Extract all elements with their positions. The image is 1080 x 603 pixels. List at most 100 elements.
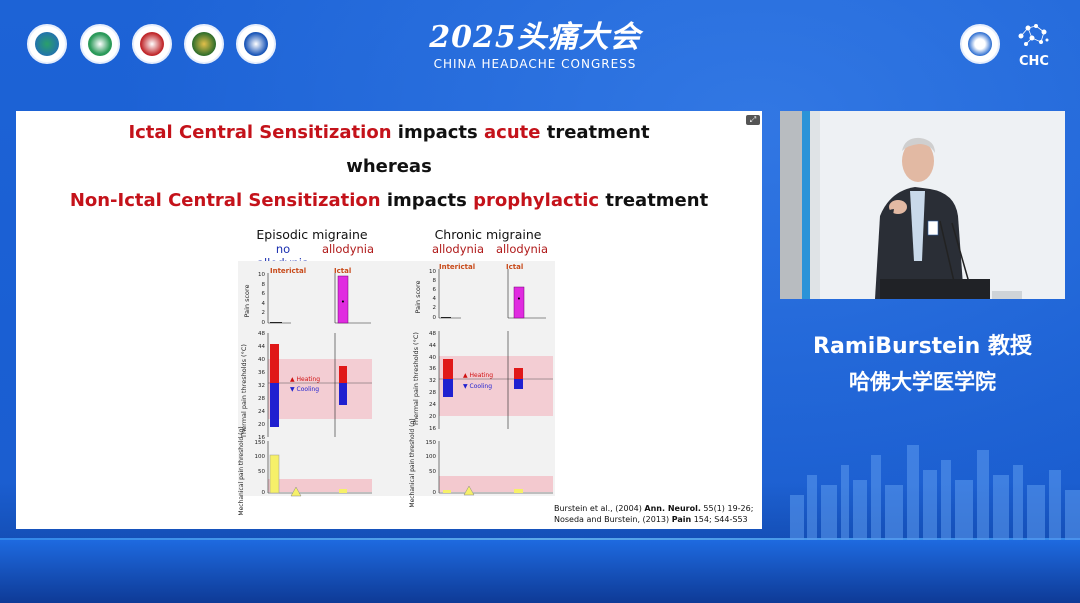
left-ictal-heating-bar xyxy=(339,366,347,383)
svg-text:50: 50 xyxy=(429,469,436,475)
partner-logo-3 xyxy=(132,24,172,64)
partner-logo-1 xyxy=(27,24,67,64)
speaker-photo xyxy=(780,111,1065,299)
left-pain-axis-label: Pain score xyxy=(243,284,251,317)
svg-text:48: 48 xyxy=(258,331,265,337)
svg-text:150: 150 xyxy=(426,440,437,446)
svg-text:40: 40 xyxy=(429,355,436,361)
svg-text:0: 0 xyxy=(262,490,266,496)
event-subtitle: CHINA HEADACHE CONGRESS xyxy=(433,57,637,71)
right-interictal-cooling-bar xyxy=(443,379,453,397)
left-normal-range-band xyxy=(268,359,372,419)
svg-text:28: 28 xyxy=(258,396,265,402)
right-thermal-ticks: 48 44 40 36 32 28 24 20 16 xyxy=(429,331,436,432)
chc-dots-icon xyxy=(1018,24,1049,46)
right-label-allodynia-1: allodynia xyxy=(431,242,485,256)
svg-text:0: 0 xyxy=(262,320,266,326)
left-mech-ticks: 150 100 50 0 xyxy=(255,440,266,496)
svg-text:10: 10 xyxy=(258,272,265,278)
svg-text:36: 36 xyxy=(429,366,436,372)
citation: Burstein et al., (2004) Ann. Neurol. 55(… xyxy=(554,503,759,525)
left-label-allodynia: allodynia xyxy=(321,242,375,256)
left-heating-legend: ▲ Heating xyxy=(290,376,320,383)
partner-logo-5 xyxy=(236,24,276,64)
svg-text:16: 16 xyxy=(429,426,436,432)
left-mech-axis-label: Mechanical pain threshold (g) xyxy=(238,426,245,515)
svg-text:150: 150 xyxy=(255,440,266,446)
svg-text:•: • xyxy=(517,295,521,303)
svg-text:50: 50 xyxy=(258,469,265,475)
right-panel-title: Chronic migraine xyxy=(434,227,542,242)
speaker-video xyxy=(780,111,1065,299)
right-label-allodynia-2: allodynia xyxy=(495,242,549,256)
society-logo xyxy=(960,24,1000,64)
chc-logo-text: CHC xyxy=(1019,54,1049,69)
speaker-name: RamiBurstein 教授 xyxy=(813,334,1032,359)
right-mech-ticks: 150 100 50 0 xyxy=(426,440,437,496)
left-panel-title: Episodic migraine xyxy=(256,227,368,242)
speaker-affiliation: 哈佛大学医学院 xyxy=(849,370,996,394)
left-interictal-mech-bar xyxy=(269,454,280,494)
svg-text:6: 6 xyxy=(433,287,437,293)
citation-line-2: Noseda and Burstein, (2013) Pain 154; S4… xyxy=(554,515,748,524)
expand-icon[interactable]: ⤢ xyxy=(746,115,760,125)
headline-line-3: Non-Ictal Central Sensitization impacts … xyxy=(69,190,709,211)
right-ictal-label: Ictal xyxy=(506,263,523,271)
left-interictal-cooling-bar xyxy=(270,383,279,427)
svg-text:20: 20 xyxy=(258,422,265,428)
svg-text:•: • xyxy=(341,298,345,306)
partner-logo-4 xyxy=(184,24,224,64)
svg-text:6: 6 xyxy=(262,291,266,297)
svg-text:2: 2 xyxy=(433,305,437,311)
left-ictal-label: Ictal xyxy=(334,267,351,275)
left-interictal-label: Interictal xyxy=(270,267,306,275)
svg-text:8: 8 xyxy=(262,282,266,288)
svg-text:32: 32 xyxy=(429,378,436,384)
svg-text:16: 16 xyxy=(258,435,265,441)
svg-text:36: 36 xyxy=(258,370,265,376)
svg-text:10: 10 xyxy=(429,269,436,275)
bottom-band xyxy=(0,540,1080,603)
svg-text:0: 0 xyxy=(433,490,437,496)
right-mech-normal-band xyxy=(439,476,553,492)
svg-text:32: 32 xyxy=(258,383,265,389)
left-ictal-cooling-bar xyxy=(339,383,347,405)
left-mech-normal-band xyxy=(268,479,372,492)
city-skyline-decoration xyxy=(790,445,1080,540)
headline-line-1: Ictal Central Sensitization impacts acut… xyxy=(128,122,650,143)
svg-text:4: 4 xyxy=(433,296,437,302)
svg-text:8: 8 xyxy=(433,278,437,284)
left-ictal-pain-bar xyxy=(337,275,349,324)
svg-text:100: 100 xyxy=(426,454,437,460)
right-mech-axis-label: Mechanical pain threshold (g) xyxy=(409,418,416,507)
svg-text:4: 4 xyxy=(262,301,266,307)
left-thermal-axis-label: Thermal pain thresholds (°C) xyxy=(240,344,248,439)
partner-logo-2 xyxy=(80,24,120,64)
svg-text:48: 48 xyxy=(429,331,436,337)
svg-text:28: 28 xyxy=(429,390,436,396)
right-interictal-label: Interictal xyxy=(439,263,475,271)
right-ictal-heating-bar xyxy=(514,368,523,379)
svg-text:40: 40 xyxy=(258,357,265,363)
migraine-figure: Interictal Ictal Pain score Thermal pain… xyxy=(238,261,555,516)
svg-text:100: 100 xyxy=(255,454,266,460)
svg-text:20: 20 xyxy=(429,414,436,420)
right-cooling-legend: ▼ Cooling xyxy=(463,383,492,390)
headline-line-2: whereas xyxy=(346,156,432,177)
right-interictal-heating-bar xyxy=(443,359,453,379)
svg-text:24: 24 xyxy=(429,402,436,408)
left-pain-ticks: 10 8 6 4 2 0 xyxy=(258,272,266,326)
presentation-slide: ⤢ Ictal Central Sensitization impacts ac… xyxy=(16,111,762,529)
event-title: 2025头痛大会 xyxy=(429,20,641,55)
right-ictal-cooling-bar xyxy=(514,379,523,389)
left-cooling-legend: ▼ Cooling xyxy=(290,386,319,393)
left-interictal-heating-bar xyxy=(270,344,279,383)
right-pain-ticks: 10 8 6 4 2 0 xyxy=(429,269,437,321)
right-thermal-axis-label: Thermal pain thresholds (°C) xyxy=(412,332,420,427)
right-ictal-pain-bar xyxy=(513,286,525,319)
svg-text:0: 0 xyxy=(433,315,437,321)
svg-text:24: 24 xyxy=(258,409,265,415)
svg-text:2: 2 xyxy=(262,310,266,316)
svg-text:44: 44 xyxy=(258,344,265,350)
right-normal-range-band xyxy=(439,356,553,416)
